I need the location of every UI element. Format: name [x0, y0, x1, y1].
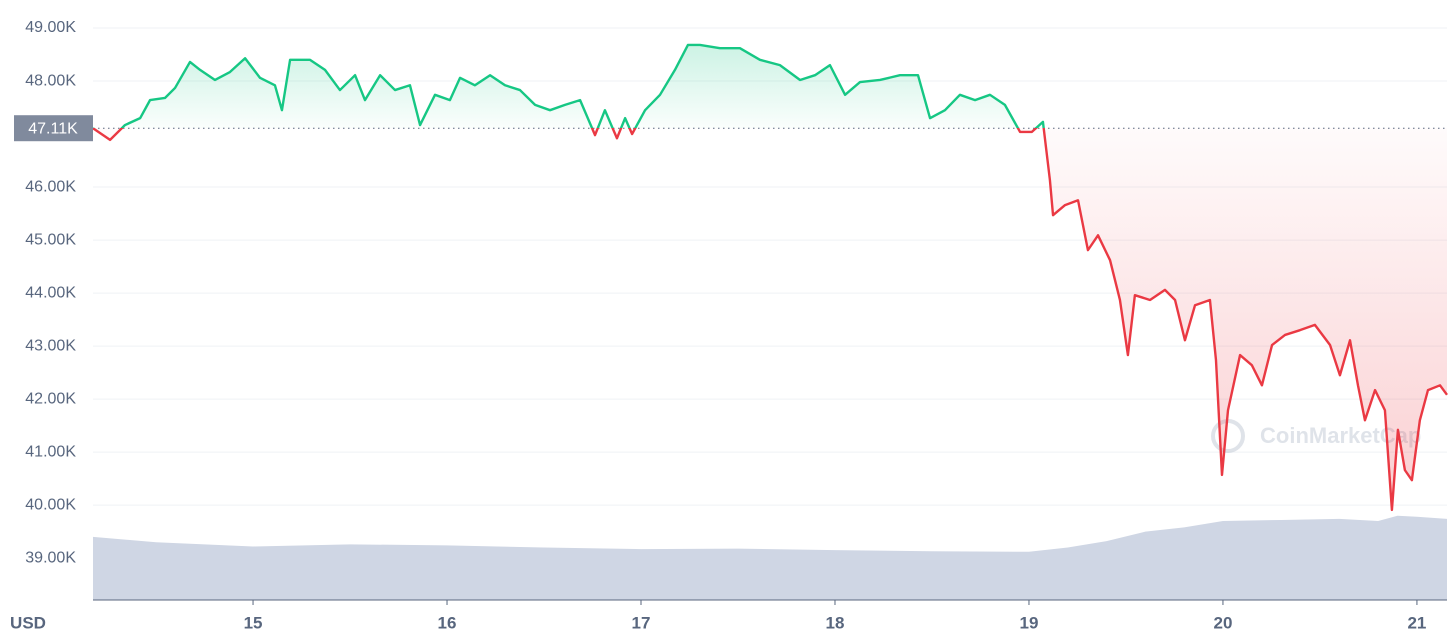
x-tick-label: 16: [438, 613, 457, 632]
y-tick-label: 39.00K: [25, 549, 76, 566]
y-tick-label: 43.00K: [25, 337, 76, 354]
y-tick-label: 42.00K: [25, 390, 76, 407]
baseline-label: 47.11K: [28, 120, 78, 137]
y-tick-label: 44.00K: [25, 284, 76, 301]
x-tick-label: 19: [1020, 613, 1039, 632]
line: [92, 43, 1448, 512]
watermark-logo: [1211, 419, 1245, 453]
baseline-label-box: [14, 115, 93, 142]
volume-area: [93, 515, 1447, 600]
y-tick-label: 46.00K: [25, 178, 76, 195]
x-tick-label: 18: [826, 613, 845, 632]
axis-unit: USD: [10, 613, 46, 632]
y-tick-label: 48.00K: [25, 72, 76, 89]
price-area: [93, 44, 1447, 510]
y-tick-label: 40.00K: [25, 496, 76, 513]
y-tick-label: 45.00K: [25, 231, 76, 248]
y-tick-label: 41.00K: [25, 443, 76, 460]
x-tick-label: 20: [1213, 613, 1232, 632]
x-tick-label: 15: [244, 613, 263, 632]
x-tick-label: 21: [1407, 613, 1426, 632]
x-tick-label: 17: [632, 613, 651, 632]
y-tick-label: 49.00K: [25, 19, 76, 36]
